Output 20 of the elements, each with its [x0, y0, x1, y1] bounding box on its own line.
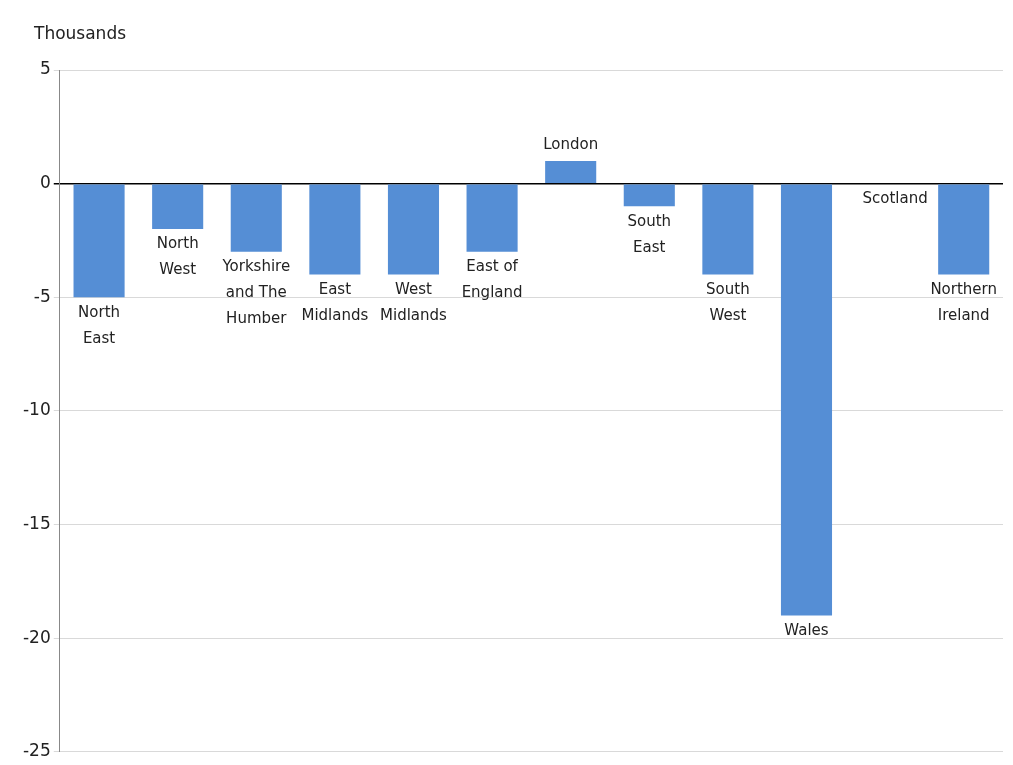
y-tick-label: -25	[22, 740, 51, 761]
x-tick-label: London	[543, 135, 599, 154]
y-tick-label: -5	[33, 285, 51, 306]
x-tick-label: Scotland	[862, 189, 928, 208]
x-tick-label: South West	[706, 279, 750, 324]
x-tick-label: West Midlands	[380, 279, 448, 324]
y-axis-title: Thousands	[33, 22, 127, 43]
x-tick-label: East of England	[461, 257, 523, 302]
y-tick-label: -20	[22, 626, 51, 647]
x-tick-label: Yorkshire and The Humber	[221, 257, 291, 328]
x-tick-label: South East	[627, 211, 672, 256]
y-tick-label: 0	[39, 172, 51, 193]
y-tick-label: -10	[22, 399, 51, 420]
x-tick-label: Wales	[784, 620, 829, 639]
x-tick-label: East Midlands	[301, 279, 369, 324]
y-tick-label: 5	[39, 58, 51, 79]
y-tick-label: -15	[22, 512, 51, 533]
x-tick-label: North West	[156, 234, 199, 279]
x-tick-label: North East	[78, 302, 121, 347]
x-tick-label: Northern Ireland	[930, 279, 997, 324]
